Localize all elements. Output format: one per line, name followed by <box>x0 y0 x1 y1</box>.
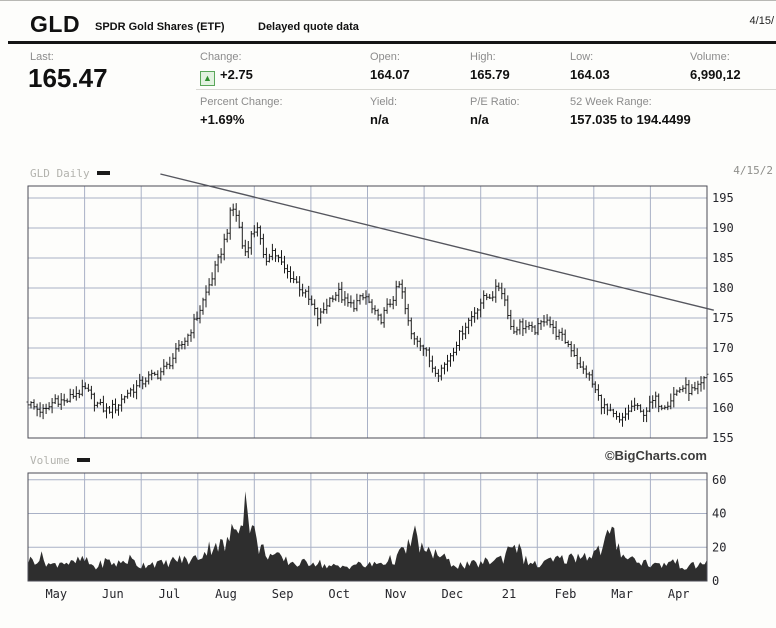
ticker-symbol: GLD <box>30 11 81 37</box>
svg-text:160: 160 <box>712 401 734 415</box>
high-label: High: <box>470 51 496 63</box>
low-label: Low: <box>570 51 594 63</box>
svg-text:165: 165 <box>712 371 734 385</box>
header-date: 4/15/ <box>749 15 774 27</box>
svg-text:Jul: Jul <box>159 587 181 601</box>
high-value: 165.79 <box>470 67 510 82</box>
security-name: SPDR Gold Shares (ETF) <box>95 21 225 33</box>
svg-text:190: 190 <box>712 221 734 235</box>
price-legend-dash-icon <box>96 171 110 175</box>
quote-row-divider <box>196 89 776 90</box>
svg-text:May: May <box>45 587 67 601</box>
change-amount: +2.75 <box>220 67 253 82</box>
svg-text:155: 155 <box>712 431 734 445</box>
svg-text:Jun: Jun <box>102 587 124 601</box>
svg-text:Dec: Dec <box>442 587 464 601</box>
svg-text:20: 20 <box>712 540 726 554</box>
volume-pane-title: Volume <box>30 454 70 467</box>
low-value: 164.03 <box>570 67 610 82</box>
yield-value: n/a <box>370 112 389 127</box>
svg-text:60: 60 <box>712 473 726 487</box>
svg-text:Nov: Nov <box>385 587 407 601</box>
price-pane-title: GLD Daily <box>30 167 90 180</box>
percent-change-value: +1.69% <box>200 112 245 127</box>
svg-text:Aug: Aug <box>215 587 237 601</box>
svg-text:170: 170 <box>712 341 734 355</box>
volume-value: 6,990,12 <box>690 67 741 82</box>
svg-text:40: 40 <box>712 507 726 521</box>
svg-text:0: 0 <box>712 574 719 588</box>
volume-label: Volume: <box>690 51 730 63</box>
yield-label: Yield: <box>370 96 398 108</box>
svg-text:Feb: Feb <box>555 587 577 601</box>
svg-text:Mar: Mar <box>611 587 633 601</box>
open-label: Open: <box>370 51 400 63</box>
svg-text:Apr: Apr <box>668 587 690 601</box>
price-pane-legend: GLD Daily <box>30 164 110 182</box>
svg-text:180: 180 <box>712 281 734 295</box>
last-price: 165.47 <box>28 63 108 93</box>
svg-text:21: 21 <box>502 587 516 601</box>
volume-legend-dash-icon <box>76 458 90 462</box>
svg-text:185: 185 <box>712 251 734 265</box>
change-value: ▲ +2.75 <box>200 67 253 86</box>
open-value: 164.07 <box>370 67 410 82</box>
svg-text:Oct: Oct <box>328 587 350 601</box>
week52-range-label: 52 Week Range: <box>570 96 652 108</box>
volume-pane-legend: Volume <box>30 451 90 469</box>
week52-range-value: 157.035 to 194.4499 <box>570 112 691 127</box>
price-volume-chart-canvas: 155 160 165 170 175 180 185 190 195 0 20 40 60 May Jun… <box>26 173 734 601</box>
svg-text:195: 195 <box>712 191 734 205</box>
svg-text:Sep: Sep <box>272 587 294 601</box>
svg-text:175: 175 <box>712 311 734 325</box>
percent-change-label: Percent Change: <box>200 96 283 108</box>
chart-date: 4/15/2 <box>733 164 773 177</box>
change-label: Change: <box>200 51 242 63</box>
header-divider <box>8 41 776 44</box>
bigcharts-watermark: ©BigCharts.com <box>604 448 707 463</box>
delayed-quote-note: Delayed quote data <box>258 21 359 33</box>
pe-ratio-label: P/E Ratio: <box>470 96 520 108</box>
pe-ratio-value: n/a <box>470 112 489 127</box>
up-arrow-icon: ▲ <box>200 71 215 86</box>
last-label: Last: <box>30 51 54 63</box>
